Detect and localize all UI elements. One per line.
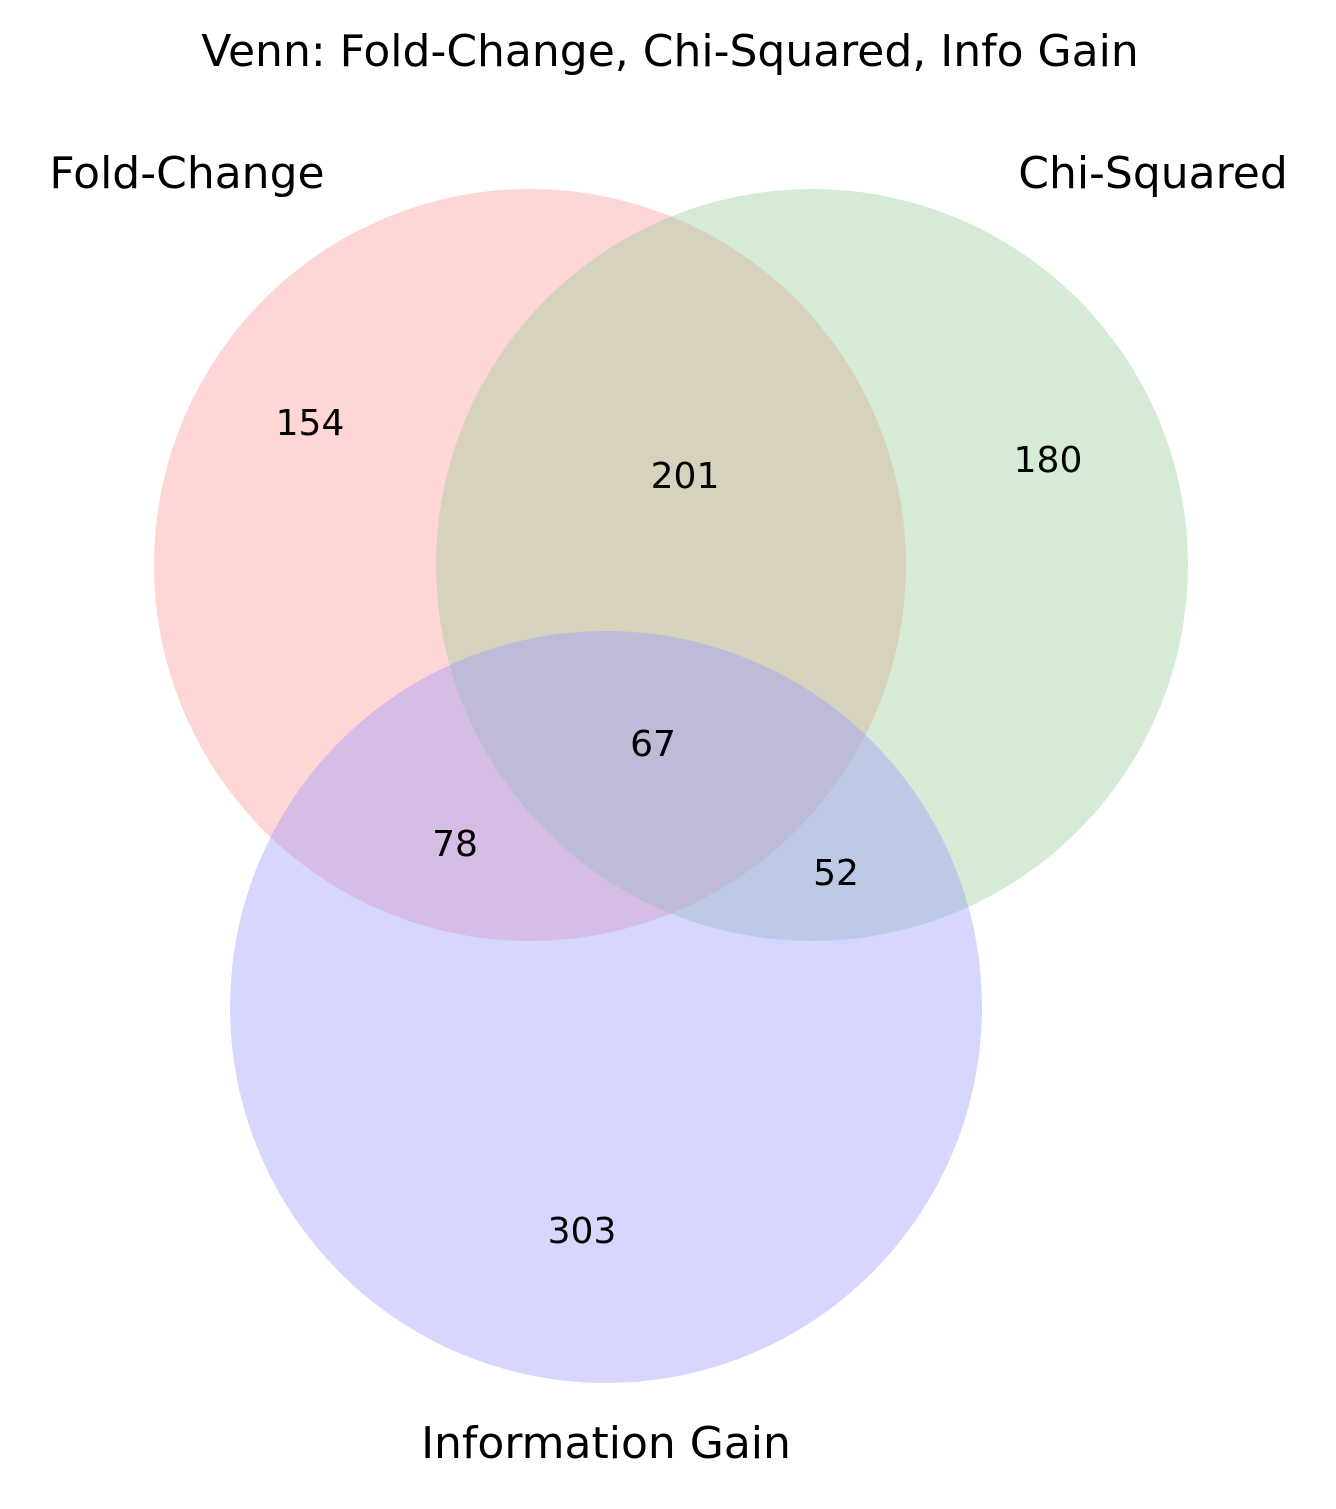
- count-all-three: 67: [630, 724, 676, 765]
- circle-chi-squared: [436, 189, 1188, 941]
- count-fold-change-and-information-gain: 78: [432, 824, 478, 865]
- count-fold-change-only: 154: [276, 403, 345, 444]
- count-information-gain-only: 303: [548, 1211, 617, 1252]
- circle-information-gain: [230, 631, 982, 1383]
- set-labels: Fold-Change Chi-Squared Information Gain: [49, 148, 1287, 1469]
- set-label-information-gain: Information Gain: [421, 1418, 791, 1469]
- circle-fold-change: [154, 189, 906, 941]
- chart-title: Venn: Fold-Change, Chi-Squared, Info Gai…: [201, 26, 1138, 77]
- count-fold-change-and-chi-squared: 201: [651, 456, 720, 497]
- set-label-chi-squared: Chi-Squared: [1018, 148, 1288, 199]
- set-label-fold-change: Fold-Change: [49, 148, 324, 199]
- set-circles: [154, 189, 1188, 1383]
- count-chi-squared-only: 180: [1014, 440, 1083, 481]
- region-counts: 154 180 303 201 78 52 67: [276, 403, 1083, 1252]
- count-chi-squared-and-information-gain: 52: [813, 853, 859, 894]
